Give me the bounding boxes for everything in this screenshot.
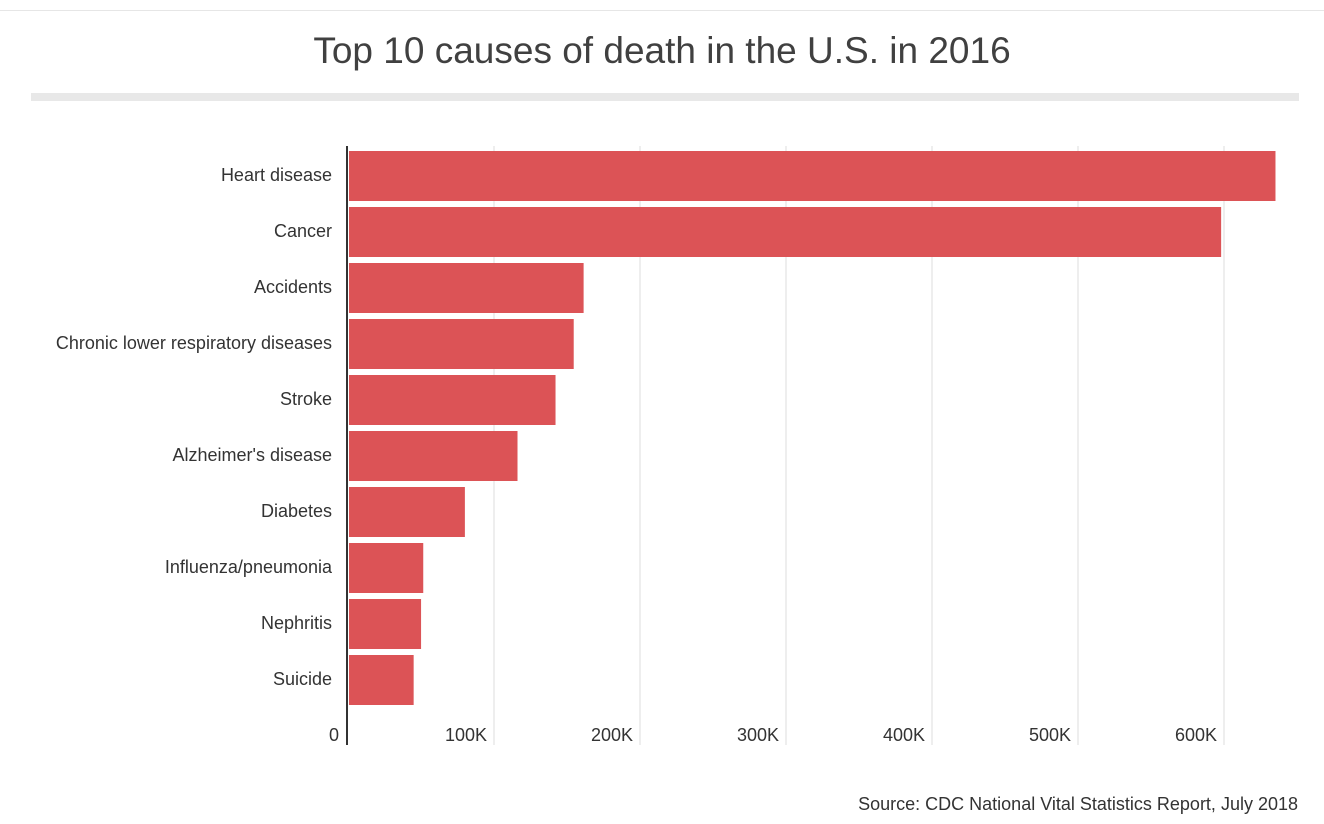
bar (349, 151, 1276, 201)
chart-title: Top 10 causes of death in the U.S. in 20… (313, 30, 1011, 71)
category-label: Alzheimer's disease (172, 445, 332, 465)
category-label: Suicide (273, 669, 332, 689)
tick-label: 0 (329, 725, 339, 745)
category-label: Diabetes (261, 501, 332, 521)
category-label: Accidents (254, 277, 332, 297)
bar (349, 375, 556, 425)
tick-label: 400K (883, 725, 925, 745)
top-rule (0, 10, 1324, 11)
bar (349, 263, 584, 313)
bar (349, 431, 518, 481)
source-note: Source: CDC National Vital Statistics Re… (858, 794, 1298, 814)
title-underline (31, 93, 1299, 101)
category-label: Heart disease (221, 165, 332, 185)
bar (349, 207, 1222, 257)
category-label: Nephritis (261, 613, 332, 633)
bar (349, 487, 465, 537)
tick-label: 600K (1175, 725, 1217, 745)
bar (349, 543, 424, 593)
category-label: Chronic lower respiratory diseases (56, 333, 332, 353)
tick-label: 300K (737, 725, 779, 745)
tick-label: 500K (1029, 725, 1071, 745)
category-label: Stroke (280, 389, 332, 409)
tick-label: 200K (591, 725, 633, 745)
category-label: Cancer (274, 221, 332, 241)
tick-label: 100K (445, 725, 487, 745)
bar (349, 655, 414, 705)
bar (349, 599, 422, 649)
category-label: Influenza/pneumonia (165, 557, 333, 577)
bar (349, 319, 574, 369)
